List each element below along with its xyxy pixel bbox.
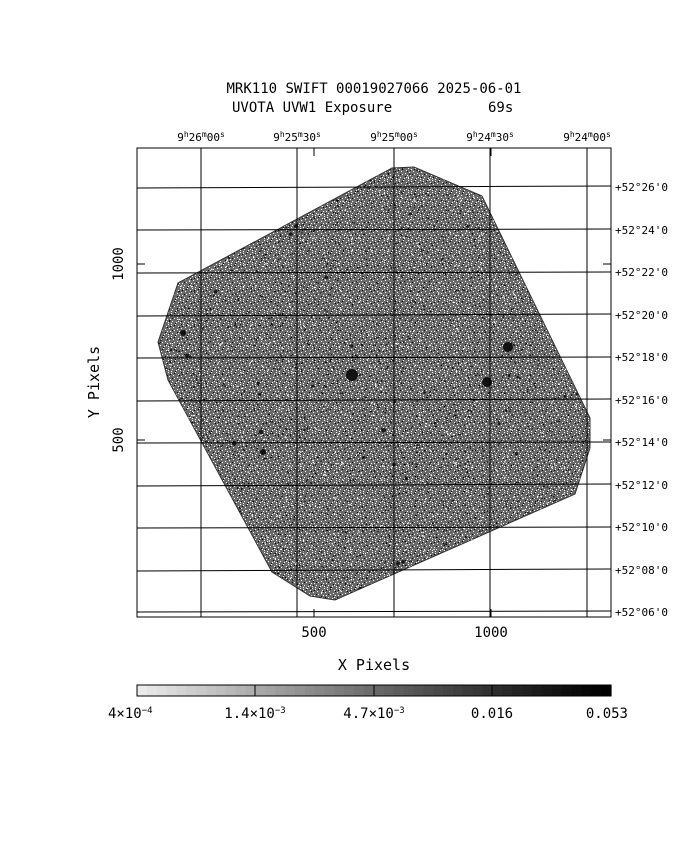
x-axis-label: X Pixels (338, 656, 410, 674)
colorbar-segment (522, 685, 533, 696)
colorbar-segment (304, 685, 316, 696)
colorbar-label: 0.053 (586, 706, 628, 722)
y-axis-label: Y Pixels (85, 346, 103, 418)
colorbar-segment (245, 685, 257, 696)
colorbar-label: 4.7×10−3 (343, 706, 404, 722)
colorbar-segment (591, 685, 602, 696)
colorbar-segment (374, 685, 385, 696)
ra-tick-label: 9h24m30s (466, 130, 514, 145)
colorbar-segment (265, 685, 276, 696)
ra-tick-label: 9h24m00s (563, 130, 611, 145)
colorbar-segment (571, 685, 582, 696)
colorbar-segment (364, 685, 375, 696)
colorbar-segment (462, 685, 474, 696)
colorbar-label: 4×10−4 (108, 706, 153, 722)
plot-frame (136, 147, 612, 618)
y-tick-label: 1000 (111, 247, 127, 281)
colorbar-segment (403, 685, 415, 696)
dec-tick-label: +52°18'0 (615, 351, 668, 364)
colorbar-segment (137, 685, 148, 696)
ra-axis-labels: 9h26m00s 9h25m30s 9h25m00s 9h24m30s 9h24m00s (177, 130, 611, 145)
ra-tick-label: 9h26m00s (177, 130, 225, 145)
colorbar-segment (472, 685, 484, 696)
x-tick-label: 500 (301, 625, 326, 641)
colorbar-segment (146, 685, 158, 696)
colorbar-segment (186, 685, 197, 696)
colorbar-segment (413, 685, 424, 696)
coordinate-grid (136, 148, 612, 617)
colorbar-segment (334, 685, 345, 696)
dec-tick-label: +52°10'0 (615, 521, 668, 534)
colorbar-segment (354, 685, 365, 696)
dec-axis-labels: +52°26'0 +52°24'0 +52°22'0 +52°20'0 +52°18'0… (615, 181, 668, 619)
colorbar-segment (216, 685, 227, 696)
source-blob (346, 369, 358, 381)
colorbar-segment (601, 685, 612, 696)
colorbar-label: 1.4×10−3 (224, 706, 285, 722)
colorbar-segment (166, 685, 178, 696)
ra-tick-label: 9h25m00s (370, 130, 418, 145)
source-blob (180, 330, 186, 336)
colorbar-segment (225, 685, 237, 696)
colorbar-segment (324, 685, 336, 696)
colorbar-segment (453, 685, 464, 696)
colorbar-segment (295, 685, 306, 696)
colorbar-segment (443, 685, 454, 696)
colorbar-segment (156, 685, 168, 696)
dec-tick-label: +52°08'0 (615, 564, 668, 577)
figure-title: MRK110 SWIFT 00019027066 2025-06-01 (226, 81, 522, 97)
colorbar-segment (512, 685, 523, 696)
dec-tick-label: +52°24'0 (615, 224, 668, 237)
pixel-ticks (137, 148, 611, 617)
dec-tick-label: +52°06'0 (615, 606, 668, 619)
colorbar-segment (423, 685, 434, 696)
dec-tick-label: +52°26'0 (615, 181, 668, 194)
colorbar-segment (383, 685, 395, 696)
dec-tick-label: +52°12'0 (615, 479, 668, 492)
colorbar-segment (492, 685, 503, 696)
colorbar-segment (502, 685, 513, 696)
colorbar-segment (176, 685, 187, 696)
dec-tick-label: +52°22'0 (615, 266, 668, 279)
dec-tick-label: +52°16'0 (615, 394, 668, 407)
colorbar-segment (206, 685, 217, 696)
source-blob (260, 449, 266, 455)
colorbar-segment (532, 685, 543, 696)
colorbar-segment (561, 685, 573, 696)
colorbar-segment (235, 685, 247, 696)
y-tick-label: 500 (111, 427, 127, 452)
colorbar-segment (551, 685, 563, 696)
colorbar-segment (255, 685, 266, 696)
colorbar-label: 0.016 (471, 706, 513, 722)
colorbar-segment (196, 685, 207, 696)
colorbar-segment (275, 685, 286, 696)
figure-subtitle: UVOTA UVW1 Exposure (232, 100, 393, 116)
colorbar-segment (393, 685, 405, 696)
source-blob (503, 342, 513, 352)
colorbar-segment (433, 685, 444, 696)
colorbar-segment (581, 685, 592, 696)
dec-tick-label: +52°20'0 (615, 309, 668, 322)
colorbar-segment (541, 685, 553, 696)
colorbar-segment (285, 685, 296, 696)
colorbar-segment (314, 685, 326, 696)
exposure-tile (157, 166, 591, 601)
dec-tick-label: +52°14'0 (615, 436, 668, 449)
colorbar (136, 684, 612, 697)
colorbar-segment (344, 685, 355, 696)
ra-tick-label: 9h25m30s (273, 130, 321, 145)
colorbar-labels: 4×10−4 1.4×10−3 4.7×10−3 0.016 0.053 (108, 706, 628, 722)
exposure-value: 69s (488, 100, 514, 116)
colorbar-segment (482, 685, 494, 696)
x-tick-label: 1000 (474, 625, 508, 641)
